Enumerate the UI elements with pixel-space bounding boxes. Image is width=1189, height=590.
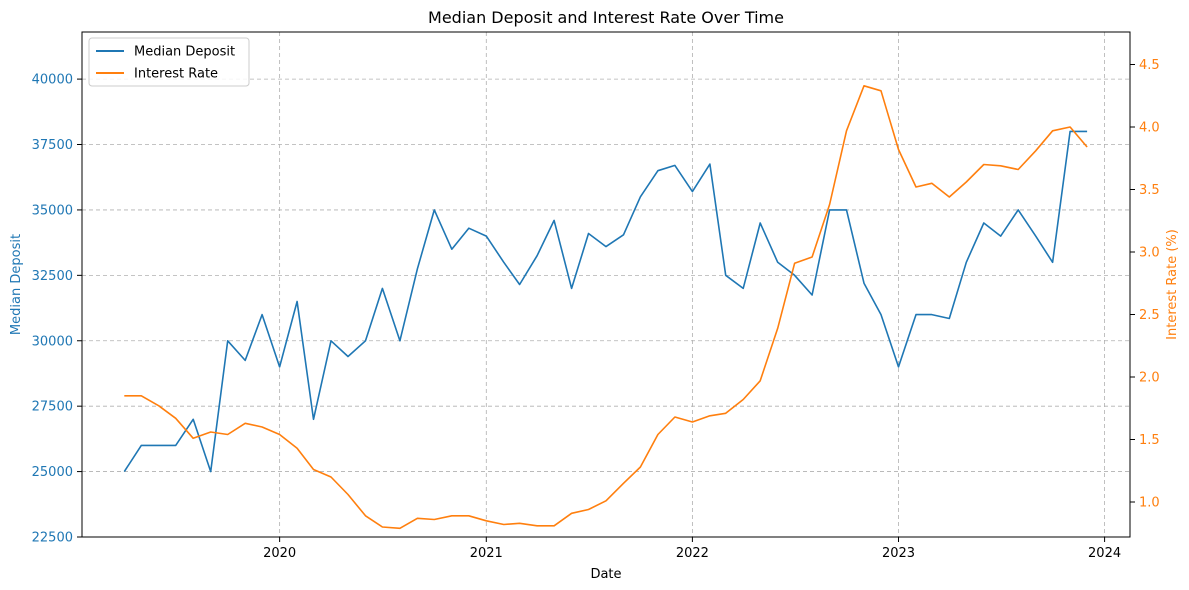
x-tick-label: 2020 — [263, 546, 296, 561]
y2-tick-label: 4.5 — [1139, 58, 1160, 73]
y2-axis-label: Interest Rate (%) — [1165, 229, 1180, 340]
y2-tick-label: 3.0 — [1139, 246, 1160, 261]
y2-tick-label: 4.0 — [1139, 121, 1160, 136]
series-line-median-deposit — [123, 130, 1088, 473]
x-axis: 2020 2021 2022 2023 2024 — [263, 537, 1121, 561]
y-axis-left: 22500 25000 27500 30000 32500 35000 37500 40000 — [32, 73, 82, 546]
legend-label-median-deposit: Median Deposit — [134, 45, 235, 60]
x-axis-label: Date — [590, 567, 621, 582]
chart-title: Median Deposit and Interest Rate Over Ti… — [428, 8, 784, 27]
y-axis-right: 1.0 1.5 2.0 2.5 3.0 3.5 4.0 4.5 — [1130, 58, 1160, 511]
plot-frame — [81, 31, 1131, 538]
y-tick-label: 25000 — [32, 465, 73, 480]
y2-tick-label: 2.0 — [1139, 371, 1160, 386]
y2-tick-label: 1.5 — [1139, 433, 1160, 448]
y-tick-label: 35000 — [32, 203, 73, 218]
x-tick-label: 2023 — [882, 546, 915, 561]
legend-box — [88, 37, 250, 87]
series-line-interest-rate — [124, 85, 1088, 530]
y-tick-label: 22500 — [32, 531, 73, 546]
y-tick-label: 37500 — [32, 138, 73, 153]
grid-lines — [82, 32, 1130, 538]
y-tick-label: 30000 — [32, 334, 73, 349]
y2-tick-label: 3.5 — [1139, 183, 1160, 198]
x-tick-label: 2022 — [676, 546, 709, 561]
y-axis-label: Median Deposit — [9, 234, 24, 335]
x-tick-label: 2024 — [1088, 546, 1121, 561]
y2-tick-label: 2.5 — [1139, 308, 1160, 323]
y2-tick-label: 1.0 — [1139, 496, 1160, 511]
legend: Median Deposit Interest Rate — [88, 37, 250, 87]
y-tick-label: 27500 — [32, 400, 73, 415]
legend-label-interest-rate: Interest Rate — [134, 67, 218, 82]
y-tick-label: 40000 — [32, 73, 73, 88]
y-tick-label: 32500 — [32, 269, 73, 284]
x-tick-label: 2021 — [470, 546, 503, 561]
series-layer — [123, 85, 1088, 530]
